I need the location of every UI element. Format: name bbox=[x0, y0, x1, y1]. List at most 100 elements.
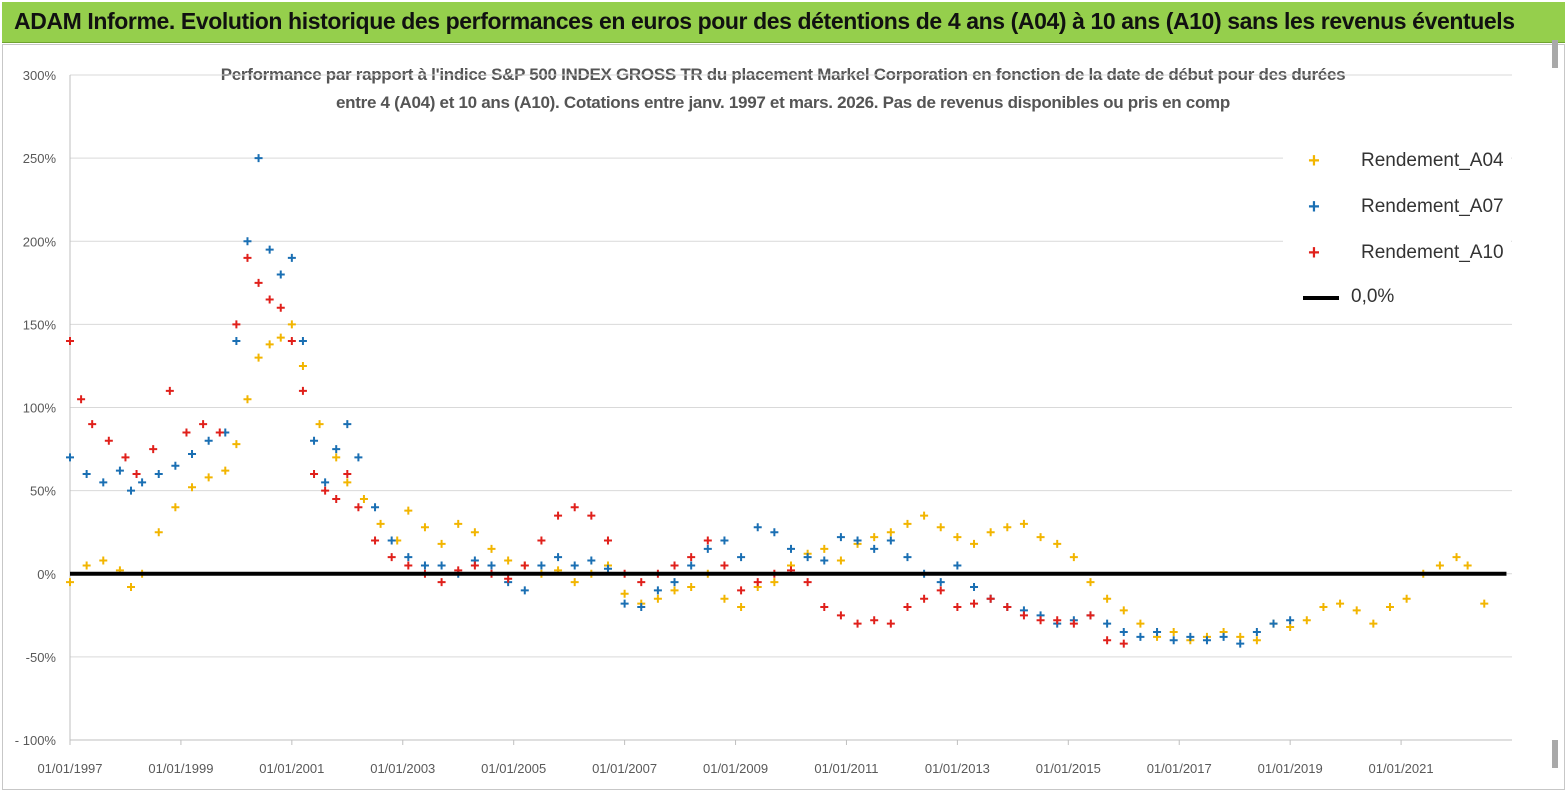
data-point-rendement-a04 bbox=[953, 533, 962, 542]
data-point-rendement-a04 bbox=[1480, 599, 1489, 608]
data-point-rendement-a04 bbox=[1402, 594, 1411, 603]
data-point-rendement-a04 bbox=[1136, 619, 1145, 628]
data-point-rendement-a07 bbox=[1286, 616, 1295, 625]
data-point-rendement-a10 bbox=[265, 295, 274, 304]
data-point-rendement-a10 bbox=[936, 586, 945, 595]
data-point-rendement-a04 bbox=[936, 523, 945, 532]
legend-label-a10: Rendement_A10 bbox=[1361, 242, 1504, 263]
data-point-rendement-a04 bbox=[920, 511, 929, 520]
data-point-rendement-a04 bbox=[1036, 533, 1045, 542]
data-point-rendement-a04 bbox=[986, 528, 995, 537]
data-point-rendement-a07 bbox=[737, 553, 746, 562]
data-point-rendement-a10 bbox=[287, 337, 296, 345]
data-point-rendement-a10 bbox=[387, 553, 396, 562]
data-point-rendement-a04 bbox=[454, 519, 463, 528]
y-tick-label: 50% bbox=[30, 484, 56, 499]
data-point-rendement-a07 bbox=[420, 561, 429, 570]
data-point-rendement-a04 bbox=[737, 603, 746, 611]
x-tick-label: 01/01/2021 bbox=[1369, 761, 1434, 776]
data-point-rendement-a04 bbox=[204, 473, 213, 482]
data-point-rendement-a10 bbox=[1003, 603, 1012, 611]
data-point-rendement-a07 bbox=[204, 436, 213, 445]
legend-label-zero: 0,0% bbox=[1351, 286, 1395, 307]
data-point-rendement-a07 bbox=[903, 553, 912, 562]
data-point-rendement-a07 bbox=[703, 544, 712, 553]
data-point-rendement-a04 bbox=[970, 539, 979, 548]
data-point-rendement-a10 bbox=[232, 320, 241, 329]
resize-handle-bottom[interactable] bbox=[1552, 740, 1558, 768]
data-point-rendement-a10 bbox=[1019, 611, 1028, 620]
data-point-rendement-a10 bbox=[121, 453, 130, 462]
data-point-rendement-a04 bbox=[1319, 603, 1328, 611]
data-point-rendement-a04 bbox=[1352, 606, 1361, 615]
resize-handle-top[interactable] bbox=[1552, 40, 1558, 68]
data-point-rendement-a07 bbox=[188, 450, 197, 459]
data-point-rendement-a04 bbox=[1119, 606, 1128, 615]
data-point-rendement-a10 bbox=[803, 578, 812, 587]
data-point-rendement-a07 bbox=[1153, 627, 1162, 636]
data-point-rendement-a04 bbox=[99, 556, 108, 565]
data-point-rendement-a07 bbox=[653, 586, 662, 595]
data-point-rendement-a07 bbox=[243, 237, 252, 246]
data-point-rendement-a07 bbox=[354, 453, 363, 462]
data-point-rendement-a10 bbox=[371, 536, 380, 545]
data-point-rendement-a04 bbox=[1169, 627, 1178, 636]
data-point-rendement-a07 bbox=[970, 583, 979, 592]
data-point-rendement-a04 bbox=[903, 519, 912, 528]
data-point-rendement-a07 bbox=[886, 536, 895, 545]
data-point-rendement-a04 bbox=[1435, 561, 1444, 570]
data-point-rendement-a04 bbox=[1103, 594, 1112, 603]
x-tick-label: 01/01/1999 bbox=[148, 761, 213, 776]
data-point-rendement-a07 bbox=[637, 603, 646, 611]
data-point-rendement-a07 bbox=[953, 561, 962, 570]
x-tick-label: 01/01/2015 bbox=[1036, 761, 1101, 776]
data-point-rendement-a04 bbox=[1003, 523, 1012, 532]
data-point-rendement-a10 bbox=[670, 561, 679, 570]
data-point-rendement-a10 bbox=[753, 578, 762, 587]
data-point-rendement-a04 bbox=[265, 340, 274, 349]
data-point-rendement-a04 bbox=[870, 533, 879, 542]
y-tick-label: 250% bbox=[23, 151, 57, 166]
data-point-rendement-a07 bbox=[603, 564, 612, 573]
y-tick-label: 100% bbox=[23, 401, 57, 416]
data-point-rendement-a10 bbox=[853, 619, 862, 628]
y-tick-label: 150% bbox=[23, 317, 57, 332]
data-point-rendement-a10 bbox=[970, 599, 979, 608]
data-point-rendement-a10 bbox=[1036, 616, 1045, 625]
data-point-rendement-a04 bbox=[221, 466, 230, 475]
data-point-rendement-a04 bbox=[287, 320, 296, 329]
data-point-rendement-a04 bbox=[570, 578, 579, 587]
data-point-rendement-a04 bbox=[470, 528, 479, 537]
data-point-rendement-a07 bbox=[332, 445, 341, 454]
data-point-rendement-a10 bbox=[836, 611, 845, 620]
data-point-rendement-a04 bbox=[1369, 619, 1378, 628]
data-point-rendement-a04 bbox=[188, 483, 197, 492]
data-point-rendement-a10 bbox=[354, 503, 363, 512]
data-point-rendement-a07 bbox=[836, 533, 845, 542]
y-tick-label: 0% bbox=[37, 567, 56, 582]
data-point-rendement-a07 bbox=[1202, 636, 1211, 645]
data-point-rendement-a04 bbox=[886, 528, 895, 537]
data-point-rendement-a10 bbox=[88, 420, 97, 429]
data-point-rendement-a04 bbox=[254, 353, 263, 362]
data-point-rendement-a07 bbox=[1119, 627, 1128, 636]
data-point-rendement-a07 bbox=[127, 486, 136, 495]
data-point-rendement-a04 bbox=[82, 561, 91, 570]
data-point-rendement-a07 bbox=[587, 556, 596, 565]
data-point-rendement-a10 bbox=[132, 470, 141, 478]
data-point-rendement-a04 bbox=[1463, 561, 1472, 570]
data-point-rendement-a04 bbox=[332, 453, 341, 462]
data-point-rendement-a07 bbox=[321, 478, 330, 487]
data-point-rendement-a04 bbox=[1336, 599, 1345, 608]
data-point-rendement-a04 bbox=[1086, 578, 1095, 587]
x-tick-label: 01/01/1997 bbox=[37, 761, 102, 776]
data-point-rendement-a04 bbox=[1252, 636, 1261, 645]
data-point-rendement-a04 bbox=[1069, 553, 1078, 562]
data-point-rendement-a07 bbox=[770, 528, 779, 537]
data-point-rendement-a10 bbox=[165, 386, 174, 395]
data-point-rendement-a07 bbox=[670, 578, 679, 587]
data-point-rendement-a10 bbox=[1086, 611, 1095, 620]
data-point-rendement-a07 bbox=[171, 461, 180, 470]
data-point-rendement-a07 bbox=[154, 470, 163, 478]
